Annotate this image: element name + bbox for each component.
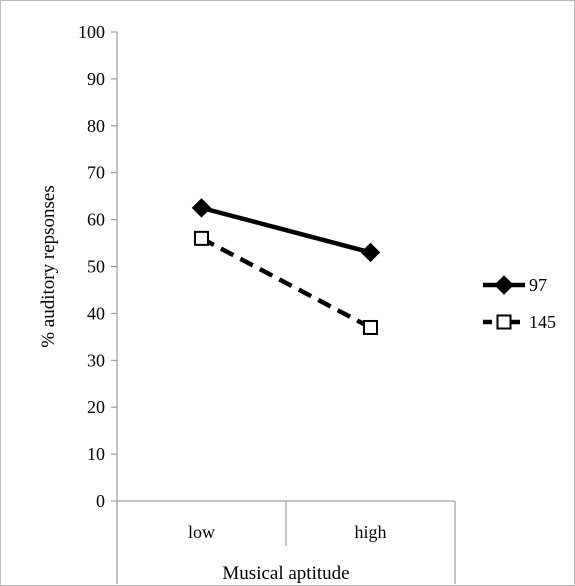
legend-marker-97 <box>494 275 514 295</box>
x-tick-label: low <box>188 522 215 542</box>
data-point-97 <box>191 198 212 218</box>
data-point-97 <box>360 242 381 263</box>
y-tick-label: 100 <box>78 22 105 42</box>
x-axis-title: Musical aptitude <box>222 563 349 584</box>
y-tick-label: 90 <box>87 69 105 89</box>
y-tick-label: 70 <box>87 163 105 183</box>
legend-label-97: 97 <box>529 275 547 295</box>
y-tick-label: 40 <box>87 303 105 323</box>
y-tick-label: 60 <box>87 210 105 230</box>
y-tick-label: 80 <box>87 116 105 136</box>
y-axis-title: % auditory repsonses <box>38 185 59 348</box>
data-point-145 <box>363 319 378 335</box>
legend-label-145: 145 <box>529 312 556 332</box>
y-tick-label: 20 <box>87 397 105 417</box>
y-tick-label: 10 <box>87 444 105 464</box>
series-line-97 <box>200 205 372 255</box>
x-tick-label: high <box>354 522 386 542</box>
data-point-145 <box>194 230 209 246</box>
y-tick-label: 0 <box>96 491 105 511</box>
series-line-145 <box>200 236 372 330</box>
legend-marker-145 <box>496 314 512 330</box>
y-tick-label: 30 <box>87 350 105 370</box>
y-tick-label: 50 <box>87 257 105 277</box>
